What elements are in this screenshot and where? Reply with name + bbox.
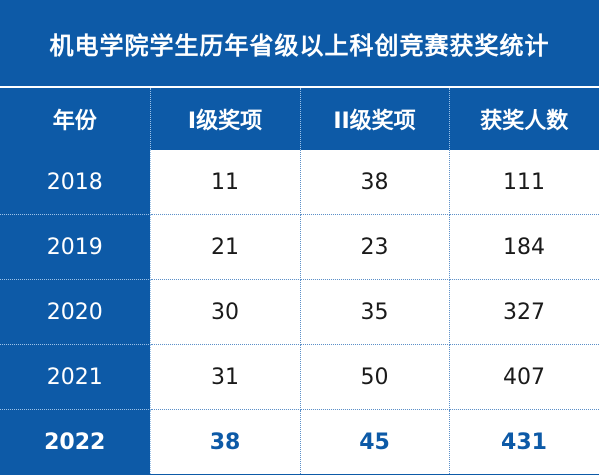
award-count-cell: 327 bbox=[449, 279, 599, 345]
column-header-year: 年份 bbox=[0, 88, 151, 150]
table-row-2020: 2020 30 35 327 bbox=[0, 279, 599, 345]
award-count-cell: 184 bbox=[449, 214, 599, 280]
table-row-2021: 2021 31 50 407 bbox=[0, 344, 599, 410]
year-cell: 2019 bbox=[0, 214, 151, 280]
table-row-2018: 2018 11 38 111 bbox=[0, 150, 599, 215]
level2-awards-cell: 38 bbox=[300, 150, 450, 215]
column-header-level2-awards: II级奖项 bbox=[300, 88, 450, 150]
award-count-cell: 111 bbox=[449, 150, 599, 215]
table-title: 机电学院学生历年省级以上科创竞赛获奖统计 bbox=[0, 0, 599, 88]
level1-awards-cell: 31 bbox=[150, 344, 301, 410]
level1-awards-cell: 11 bbox=[150, 150, 301, 215]
level1-awards-cell: 30 bbox=[150, 279, 301, 345]
award-statistics-table: 年份 I级奖项 II级奖项 获奖人数 2018 11 38 111 2019 2… bbox=[0, 88, 599, 475]
level2-awards-cell: 50 bbox=[300, 344, 450, 410]
table-row-2022-highlighted: 2022 38 45 431 bbox=[0, 409, 599, 475]
year-cell: 2020 bbox=[0, 279, 151, 345]
level1-awards-cell: 21 bbox=[150, 214, 301, 280]
level2-awards-cell: 23 bbox=[300, 214, 450, 280]
year-cell: 2021 bbox=[0, 344, 151, 410]
level1-awards-cell: 38 bbox=[150, 409, 301, 475]
year-cell: 2022 bbox=[0, 409, 151, 475]
column-header-award-count: 获奖人数 bbox=[449, 88, 599, 150]
award-count-cell: 431 bbox=[449, 409, 599, 475]
table-row-2019: 2019 21 23 184 bbox=[0, 214, 599, 280]
column-header-level1-awards: I级奖项 bbox=[150, 88, 301, 150]
header-row: 年份 I级奖项 II级奖项 获奖人数 bbox=[0, 88, 599, 150]
year-cell: 2018 bbox=[0, 150, 151, 215]
level2-awards-cell: 35 bbox=[300, 279, 450, 345]
award-count-cell: 407 bbox=[449, 344, 599, 410]
level2-awards-cell: 45 bbox=[300, 409, 450, 475]
